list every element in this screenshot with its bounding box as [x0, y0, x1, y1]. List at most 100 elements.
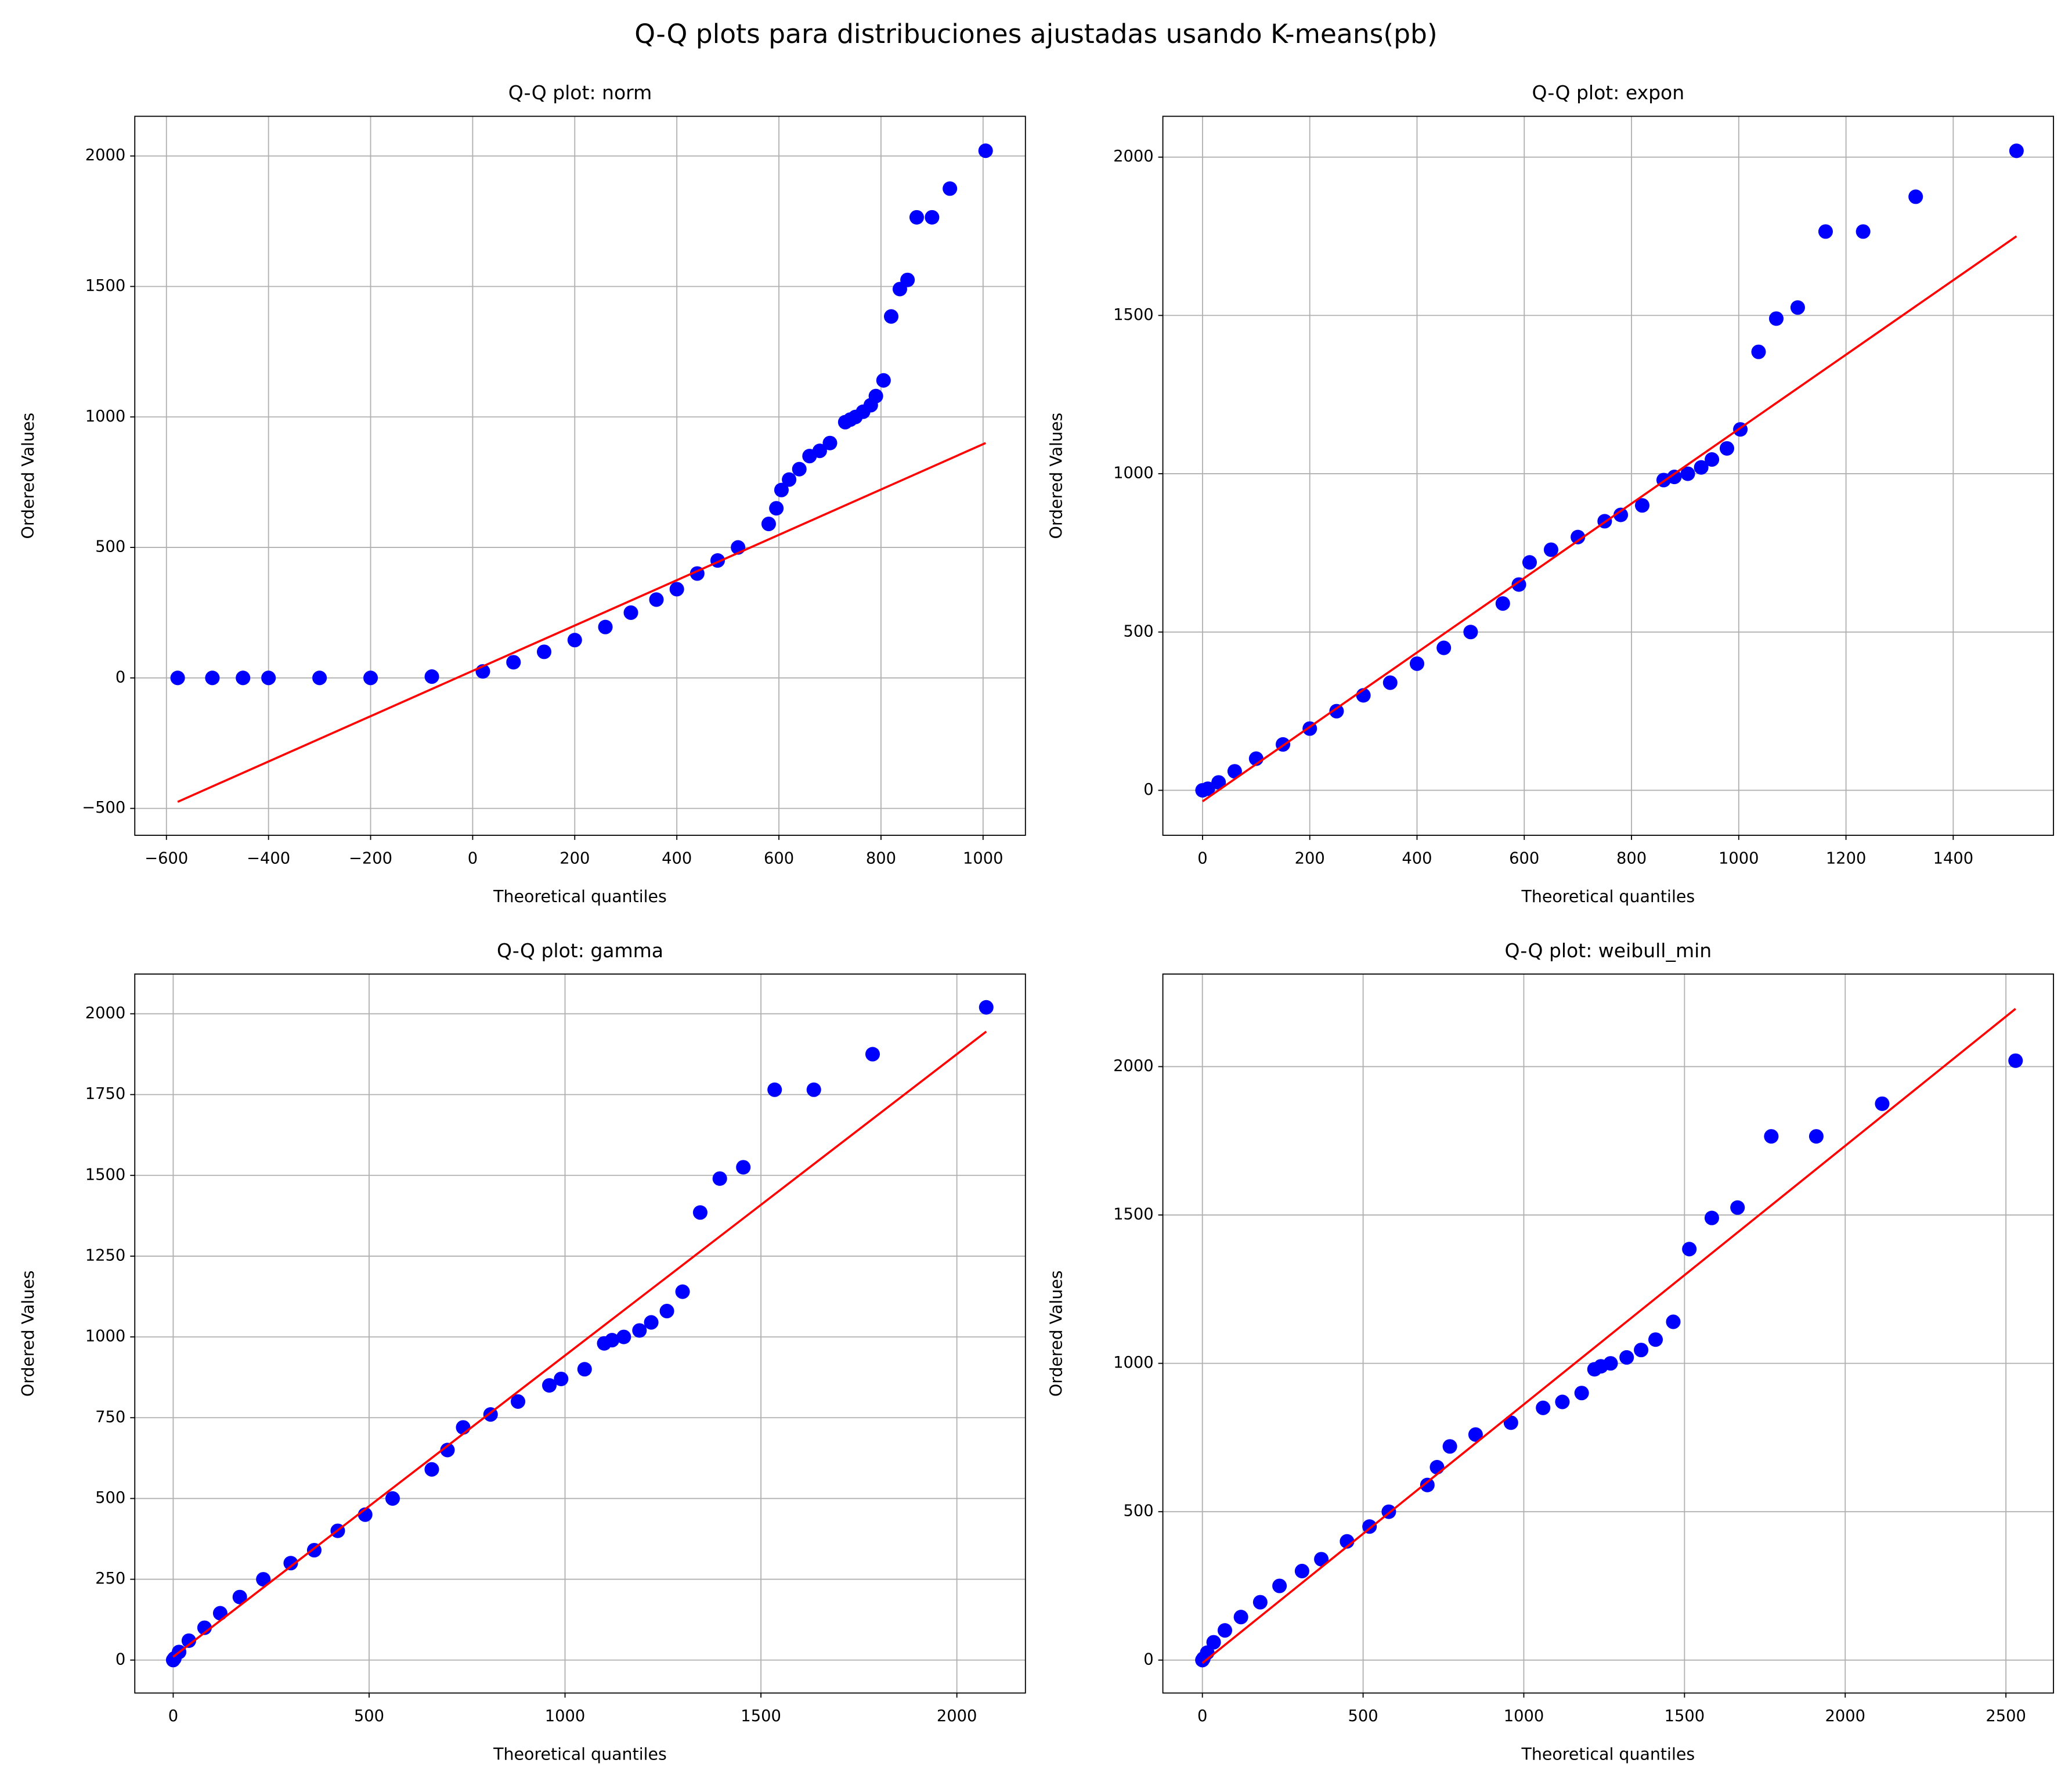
data-point: [876, 373, 891, 388]
data-point: [1206, 1635, 1221, 1650]
data-point: [1730, 1200, 1745, 1215]
x-tick-label: −200: [349, 849, 392, 867]
data-point: [1217, 1623, 1232, 1638]
data-point: [761, 517, 776, 532]
data-point: [1294, 1563, 1309, 1578]
data-point: [1463, 625, 1478, 640]
data-point: [1503, 1415, 1518, 1430]
y-axis-label: Ordered Values: [19, 1270, 38, 1397]
data-point: [1233, 1610, 1248, 1625]
x-tick-label: 200: [559, 849, 590, 867]
data-point: [212, 1606, 228, 1621]
subplot-title: Q-Q plot: gamma: [497, 939, 663, 962]
data-point: [632, 1323, 647, 1338]
subplot-title: Q-Q plot: weibull_min: [1504, 939, 1712, 962]
y-tick-label: 1000: [85, 1328, 126, 1346]
data-point: [767, 1082, 782, 1097]
data-point: [1543, 542, 1558, 557]
data-point: [424, 1462, 439, 1477]
data-point: [440, 1443, 455, 1458]
data-point: [675, 1284, 690, 1299]
y-tick-label: 1500: [85, 277, 126, 295]
y-axis-label: Ordered Values: [19, 413, 38, 539]
data-point: [1227, 764, 1242, 779]
data-point: [1704, 1210, 1719, 1225]
data-point: [1574, 1386, 1589, 1401]
y-tick-label: 2000: [1113, 1057, 1154, 1075]
data-point: [1555, 1394, 1570, 1409]
x-tick-label: 0: [468, 849, 478, 867]
data-point: [1511, 577, 1526, 592]
data-point: [1211, 775, 1226, 790]
y-tick-label: 2000: [85, 146, 126, 164]
data-point: [1908, 189, 1923, 204]
x-axis-label: Theoretical quantiles: [493, 887, 667, 906]
data-point: [2009, 143, 2024, 158]
y-tick-label: 500: [95, 538, 125, 556]
y-tick-label: 750: [95, 1408, 125, 1426]
x-tick-label: −600: [145, 849, 188, 867]
x-tick-label: 2000: [937, 1707, 977, 1725]
y-tick-label: 2000: [85, 1004, 126, 1022]
plot-area: [165, 1000, 994, 1668]
data-point: [822, 435, 838, 450]
data-point: [165, 1653, 181, 1668]
data-point: [1634, 1343, 1649, 1358]
x-tick-label: 600: [1509, 849, 1539, 867]
data-point: [1468, 1427, 1483, 1442]
data-point: [838, 414, 853, 430]
x-tick-label: −400: [247, 849, 290, 867]
data-point: [1705, 452, 1720, 467]
data-point: [925, 210, 940, 225]
data-point: [1856, 224, 1871, 239]
data-point: [1634, 498, 1650, 513]
subplot-title: Q-Q plot: norm: [508, 81, 652, 104]
data-point: [1382, 675, 1398, 690]
fit-line: [177, 442, 986, 803]
x-tick-label: 500: [1348, 1707, 1378, 1725]
data-point: [170, 670, 185, 686]
data-point: [792, 461, 807, 477]
data-point: [865, 1047, 880, 1062]
data-point: [1809, 1129, 1824, 1144]
y-tick-label: 250: [95, 1570, 125, 1588]
y-tick-label: 2000: [1113, 147, 1154, 165]
data-point: [1442, 1439, 1457, 1454]
data-point: [1768, 311, 1784, 326]
x-tick-label: 1000: [1719, 849, 1759, 867]
data-point: [1536, 1400, 1551, 1415]
fit-line: [1201, 235, 2017, 803]
axes-frame: [134, 973, 1026, 1694]
data-point: [669, 582, 684, 597]
data-point: [1409, 656, 1425, 671]
plot-area: [1195, 1008, 2023, 1668]
data-point: [1648, 1332, 1663, 1347]
data-point: [261, 670, 276, 686]
data-point: [1329, 704, 1344, 719]
subplot-title: Q-Q plot: expon: [1532, 81, 1685, 104]
x-tick-label: 1000: [1504, 1707, 1544, 1725]
data-point: [979, 1000, 994, 1015]
data-point: [806, 1082, 821, 1097]
data-point: [1682, 1242, 1697, 1257]
data-point: [363, 670, 378, 686]
data-point: [1195, 782, 1210, 798]
data-point: [598, 619, 613, 634]
data-point: [181, 1633, 196, 1648]
y-tick-label: 500: [95, 1489, 125, 1507]
data-point: [1272, 1578, 1287, 1593]
data-point: [769, 501, 784, 516]
data-point: [1613, 507, 1629, 522]
data-point: [232, 1589, 247, 1604]
data-point: [1619, 1350, 1634, 1365]
data-point: [943, 181, 958, 196]
data-point: [256, 1572, 271, 1587]
y-tick-label: 500: [1123, 622, 1153, 640]
data-point: [1818, 224, 1833, 239]
data-point: [536, 644, 552, 659]
data-point: [2008, 1053, 2023, 1068]
y-tick-label: 0: [115, 668, 125, 686]
data-point: [567, 633, 582, 648]
